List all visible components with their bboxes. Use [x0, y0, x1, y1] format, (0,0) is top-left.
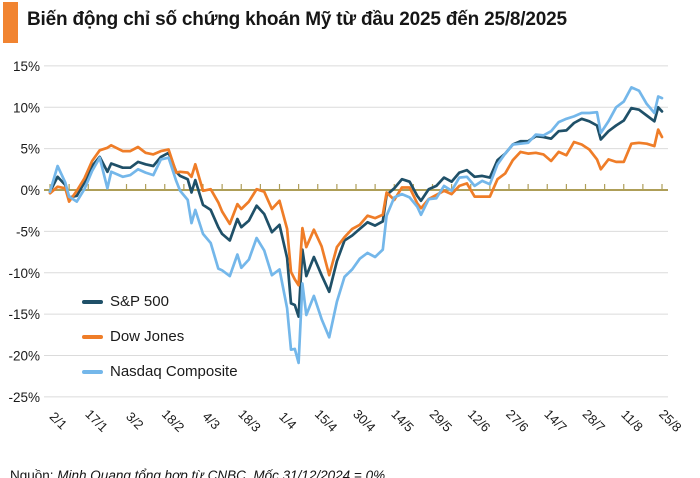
y-axis-label: -5%: [16, 224, 40, 239]
source-body: Minh Quang tổng hợp từ CNBC. Mốc 31/12/2…: [53, 467, 389, 478]
x-axis-label: 3/2: [123, 409, 146, 432]
source-prefix: Nguồn:: [10, 467, 54, 478]
x-axis-label: 11/8: [618, 407, 646, 435]
x-axis-label: 15/4: [312, 406, 341, 435]
legend-label-nasdaq: Nasdaq Composite: [110, 363, 238, 380]
legend-item-dowjones: Dow Jones: [82, 326, 238, 347]
x-axis-label: 18/2: [159, 406, 188, 435]
y-axis-label: 5%: [20, 142, 40, 157]
series-line-sp500: [48, 105, 664, 318]
chart-legend: S&P 500 Dow Jones Nasdaq Composite: [82, 291, 238, 382]
x-axis-label: 27/6: [503, 406, 532, 435]
legend-label-dowjones: Dow Jones: [110, 328, 185, 345]
title-accent-square: [3, 2, 18, 43]
y-axis-label: -15%: [8, 307, 40, 322]
series-line-dowjones: [48, 128, 664, 287]
y-axis-label: -20%: [8, 349, 40, 364]
x-axis-label: 25/8: [656, 406, 685, 435]
page-title: Biến động chỉ số chứng khoán Mỹ từ đầu 2…: [27, 9, 567, 30]
x-axis-label: 12/6: [465, 406, 494, 435]
x-axis-label: 14/7: [541, 406, 570, 435]
y-axis-label: -10%: [8, 266, 40, 281]
y-axis-label: 0%: [20, 183, 40, 198]
nasdaq-line-swatch-icon: [82, 369, 103, 374]
legend-item-nasdaq: Nasdaq Composite: [82, 361, 238, 382]
legend-label-sp500: S&P 500: [110, 293, 169, 310]
source-note: Nguồn: Minh Quang tổng hợp từ CNBC. Mốc …: [10, 468, 389, 478]
x-axis-label: 29/5: [427, 406, 456, 435]
y-axis-label: -25%: [8, 390, 40, 405]
series-line-nasdaq: [48, 86, 664, 365]
x-axis-label: 2/1: [47, 409, 70, 432]
x-axis-label: 17/1: [82, 406, 111, 435]
sp500-line-swatch-icon: [82, 299, 103, 304]
y-axis-label: 15%: [13, 59, 40, 74]
x-axis-label: 1/4: [276, 409, 299, 432]
x-axis-label: 30/4: [350, 406, 379, 435]
x-axis-label: 28/7: [580, 406, 609, 435]
x-axis-label: 14/5: [388, 406, 417, 435]
x-axis-label: 4/3: [200, 409, 223, 432]
dowjones-line-swatch-icon: [82, 334, 103, 339]
y-axis-label: 10%: [13, 100, 40, 115]
legend-item-sp500: S&P 500: [82, 291, 238, 312]
x-axis-label: 18/3: [235, 406, 264, 435]
